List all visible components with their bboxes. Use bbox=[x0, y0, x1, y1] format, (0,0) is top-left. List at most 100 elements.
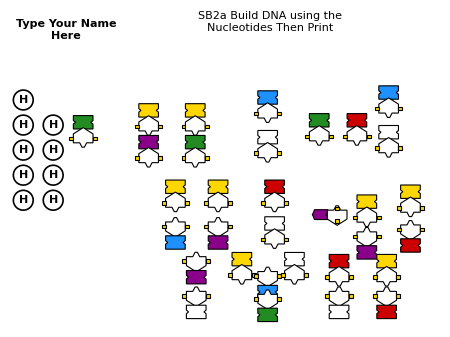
Polygon shape bbox=[265, 217, 284, 230]
Polygon shape bbox=[166, 180, 185, 193]
Text: H: H bbox=[18, 145, 28, 155]
Polygon shape bbox=[284, 265, 304, 284]
Polygon shape bbox=[281, 273, 284, 277]
Polygon shape bbox=[420, 227, 424, 231]
Polygon shape bbox=[306, 134, 310, 138]
Polygon shape bbox=[258, 143, 278, 162]
Polygon shape bbox=[349, 275, 353, 279]
Text: H: H bbox=[49, 145, 58, 155]
Text: H: H bbox=[18, 120, 28, 130]
Polygon shape bbox=[357, 207, 377, 226]
Polygon shape bbox=[349, 294, 353, 298]
Polygon shape bbox=[258, 285, 278, 299]
Circle shape bbox=[14, 90, 33, 110]
Polygon shape bbox=[325, 275, 329, 279]
Polygon shape bbox=[367, 134, 371, 138]
Polygon shape bbox=[400, 185, 420, 198]
Polygon shape bbox=[265, 192, 284, 212]
Polygon shape bbox=[310, 126, 329, 145]
Polygon shape bbox=[377, 216, 381, 219]
Polygon shape bbox=[284, 201, 288, 205]
Polygon shape bbox=[397, 206, 400, 210]
Polygon shape bbox=[310, 114, 329, 127]
Polygon shape bbox=[377, 267, 396, 286]
Circle shape bbox=[14, 190, 33, 210]
Polygon shape bbox=[208, 192, 228, 212]
Polygon shape bbox=[398, 107, 402, 111]
Polygon shape bbox=[258, 308, 278, 321]
Polygon shape bbox=[329, 134, 333, 138]
Polygon shape bbox=[135, 156, 139, 160]
Polygon shape bbox=[254, 151, 258, 155]
Circle shape bbox=[14, 165, 33, 185]
Polygon shape bbox=[228, 201, 232, 205]
Circle shape bbox=[43, 165, 63, 185]
Polygon shape bbox=[258, 103, 278, 122]
Text: Type Your Name
Here: Type Your Name Here bbox=[16, 19, 117, 41]
Polygon shape bbox=[347, 114, 367, 127]
Polygon shape bbox=[93, 136, 97, 140]
Polygon shape bbox=[373, 275, 377, 279]
Polygon shape bbox=[379, 86, 398, 99]
Polygon shape bbox=[312, 210, 328, 219]
Polygon shape bbox=[185, 148, 205, 167]
Circle shape bbox=[43, 190, 63, 210]
Polygon shape bbox=[254, 297, 258, 301]
Polygon shape bbox=[398, 147, 402, 150]
Polygon shape bbox=[185, 104, 205, 117]
Text: SB2a Build DNA using the
Nucleotides Then Print: SB2a Build DNA using the Nucleotides The… bbox=[198, 11, 342, 33]
Polygon shape bbox=[304, 273, 308, 277]
Polygon shape bbox=[185, 135, 205, 149]
Polygon shape bbox=[186, 252, 206, 272]
Polygon shape bbox=[204, 201, 208, 205]
Polygon shape bbox=[166, 236, 185, 249]
Polygon shape bbox=[204, 225, 208, 228]
Polygon shape bbox=[206, 259, 210, 263]
Polygon shape bbox=[357, 227, 377, 247]
Polygon shape bbox=[325, 294, 329, 298]
Polygon shape bbox=[284, 238, 288, 241]
Polygon shape bbox=[278, 151, 281, 155]
Polygon shape bbox=[335, 207, 339, 210]
Polygon shape bbox=[228, 273, 232, 277]
Polygon shape bbox=[181, 156, 185, 160]
Circle shape bbox=[14, 140, 33, 160]
Polygon shape bbox=[258, 267, 278, 287]
Polygon shape bbox=[162, 225, 166, 228]
Circle shape bbox=[43, 115, 63, 135]
Polygon shape bbox=[205, 156, 209, 160]
Text: H: H bbox=[49, 170, 58, 180]
Polygon shape bbox=[252, 273, 256, 277]
Polygon shape bbox=[400, 239, 420, 252]
Polygon shape bbox=[186, 271, 206, 284]
Polygon shape bbox=[278, 274, 281, 278]
Polygon shape bbox=[185, 225, 189, 228]
Polygon shape bbox=[139, 148, 158, 167]
Polygon shape bbox=[258, 130, 278, 144]
Polygon shape bbox=[343, 134, 347, 138]
Polygon shape bbox=[396, 275, 400, 279]
Circle shape bbox=[43, 140, 63, 160]
Polygon shape bbox=[162, 201, 166, 205]
Text: H: H bbox=[49, 195, 58, 205]
Text: H: H bbox=[18, 195, 28, 205]
Polygon shape bbox=[258, 91, 278, 104]
Polygon shape bbox=[396, 294, 400, 298]
Polygon shape bbox=[183, 294, 186, 298]
Polygon shape bbox=[375, 107, 379, 111]
Polygon shape bbox=[186, 305, 206, 318]
Polygon shape bbox=[208, 236, 228, 249]
Polygon shape bbox=[400, 197, 420, 217]
Polygon shape bbox=[353, 235, 357, 238]
Polygon shape bbox=[261, 238, 265, 241]
Polygon shape bbox=[377, 305, 396, 318]
Polygon shape bbox=[73, 128, 93, 147]
Polygon shape bbox=[357, 246, 377, 259]
Polygon shape bbox=[228, 225, 232, 228]
Polygon shape bbox=[166, 218, 185, 237]
Polygon shape bbox=[347, 126, 367, 145]
Polygon shape bbox=[208, 180, 228, 193]
Polygon shape bbox=[375, 147, 379, 150]
Polygon shape bbox=[357, 195, 377, 208]
Polygon shape bbox=[400, 220, 420, 240]
